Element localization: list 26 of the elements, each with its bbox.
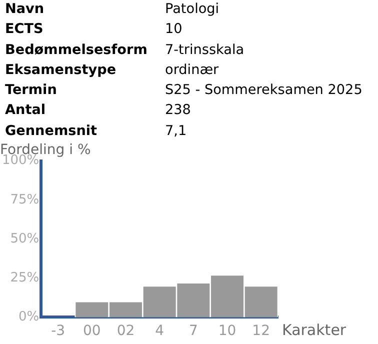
y-tick-label: 25% [10,270,40,286]
text: Eksamenstype [5,60,118,80]
text: Bedømmelsesform [5,40,148,60]
text: 7-trinsskala [165,40,246,60]
x-tick-label: -3 [51,323,66,340]
text: Gennemsnit [5,122,98,141]
text: ordinær [165,60,220,80]
text: Antal [5,101,47,120]
x-axis-title: Karakter [282,321,347,340]
x-tick-label: 12 [252,323,270,340]
y-tick-label: 75% [10,192,40,208]
y-tick-label: 0% [18,310,40,325]
text: 10 [165,20,184,40]
text: Termin [5,81,58,100]
x-tick-label: 4 [155,323,164,340]
x-tick-label: 02 [116,323,135,340]
text: S25 - Sommereksamen 2025 [165,81,364,100]
x-tick-label: 7 [188,323,198,340]
text: 238 [165,101,192,120]
text: Navn [5,0,46,19]
x-tick-label: 00 [83,323,101,340]
y-tick-label: 50% [10,231,40,246]
text: ECTS [5,20,44,40]
text: 7,1 [165,122,188,141]
x-tick-label: 10 [218,323,236,340]
text: Patologi [165,0,220,19]
